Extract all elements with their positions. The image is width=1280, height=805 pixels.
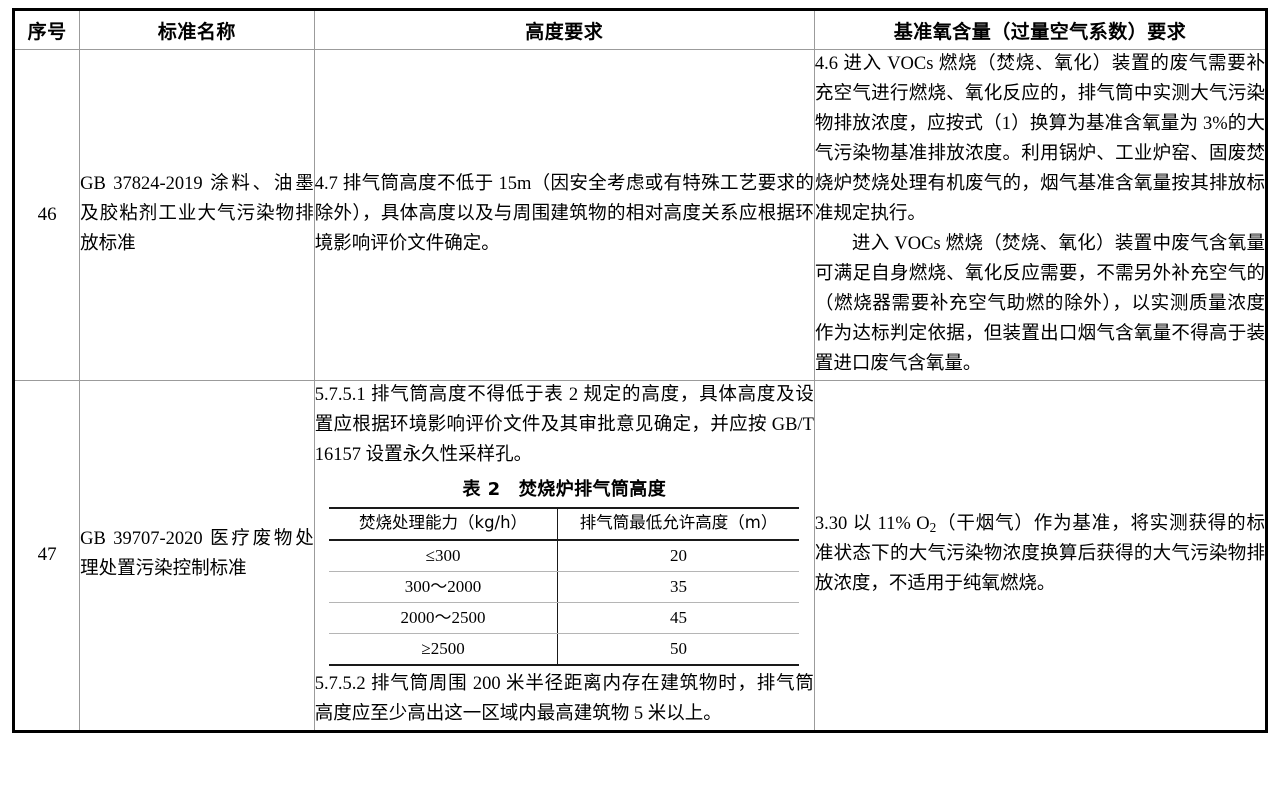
nested-header-row: 焚烧处理能力（kg/h） 排气筒最低允许高度（m） [329, 507, 800, 541]
height-paragraph-before: 5.7.5.1 排气筒高度不得低于表 2 规定的高度，具体高度及设置应根据环境影… [314, 384, 814, 465]
row-height-requirement: 4.7 排气筒高度不低于 15m（因安全考虑或有特殊工艺要求的除外），具体高度以… [313, 49, 815, 381]
incinerator-stack-height-table: 焚烧处理能力（kg/h） 排气筒最低允许高度（m） ≤300 20 300～20… [329, 506, 800, 666]
nested-cell-capacity: 300～2000 [329, 571, 558, 603]
nested-cell-height: 20 [557, 539, 800, 572]
nested-column-header-min-height: 排气筒最低允许高度（m） [557, 507, 800, 541]
nested-table-row: ≥2500 50 [329, 633, 799, 665]
table-row: 47 GB 39707-2020 医疗废物处理处置污染控制标准 5.7.5.1 … [12, 379, 1268, 732]
row-oxygen-requirement: 4.6 进入 VOCs 燃烧（焚烧、氧化）装置的废气需要补充空气进行燃烧、氧化反… [813, 49, 1268, 381]
table-row: 46 GB 37824-2019 涂料、油墨及胶粘剂工业大气污染物排放标准 4.… [12, 49, 1268, 381]
column-header-oxygen-requirement: 基准氧含量（过量空气系数）要求 [813, 9, 1268, 50]
row-oxygen-requirement: 3.30 以 11% O2（干烟气）作为基准，将实测获得的标准状态下的大气污染物… [813, 379, 1268, 732]
document-page: 序号 标准名称 高度要求 基准氧含量（过量空气系数）要求 46 GB 37824… [0, 8, 1280, 805]
table-header-row: 序号 标准名称 高度要求 基准氧含量（过量空气系数）要求 [12, 9, 1268, 50]
height-paragraph-after: 5.7.5.2 排气筒周围 200 米半径距离内存在建筑物时，排气筒高度应至少高… [314, 673, 814, 724]
nested-table-row: ≤300 20 [329, 539, 800, 572]
nested-table-row: 2000～2500 45 [329, 602, 800, 634]
column-header-standard-name: 标准名称 [79, 9, 315, 50]
nested-cell-capacity: ≥2500 [329, 633, 558, 665]
nested-column-header-capacity: 焚烧处理能力（kg/h） [329, 507, 558, 541]
nested-table-caption: 表 2 焚烧炉排气筒高度 [462, 478, 667, 500]
nested-cell-capacity: ≤300 [329, 539, 558, 572]
row-sequence-number: 46 [12, 49, 81, 381]
column-header-seq: 序号 [12, 9, 81, 50]
nested-cell-height: 35 [557, 571, 800, 603]
row-standard-name: GB 37824-2019 涂料、油墨及胶粘剂工业大气污染物排放标准 [79, 49, 315, 381]
nested-table-row: 300～2000 35 [329, 571, 800, 603]
row-standard-name: GB 39707-2020 医疗废物处理处置污染控制标准 [79, 379, 315, 732]
row-sequence-number: 47 [12, 379, 81, 732]
nested-cell-capacity: 2000～2500 [329, 602, 558, 634]
row-height-requirement: 5.7.5.1 排气筒高度不得低于表 2 规定的高度，具体高度及设置应根据环境影… [313, 379, 815, 732]
column-header-height-requirement: 高度要求 [313, 9, 815, 50]
nested-cell-height: 45 [557, 602, 800, 634]
oxygen-paragraph: 3.30 以 11% O2（干烟气）作为基准，将实测获得的标准状态下的大气污染物… [814, 514, 1265, 595]
height-paragraph: 4.7 排气筒高度不低于 15m（因安全考虑或有特殊工艺要求的除外），具体高度以… [314, 173, 814, 254]
standards-table: 序号 标准名称 高度要求 基准氧含量（过量空气系数）要求 46 GB 37824… [12, 8, 1268, 733]
oxygen-paragraph-1: 4.6 进入 VOCs 燃烧（焚烧、氧化）装置的废气需要补充空气进行燃烧、氧化反… [814, 54, 1265, 224]
nested-cell-height: 50 [670, 638, 688, 658]
oxygen-paragraph-2: 进入 VOCs 燃烧（焚烧、氧化）装置中废气含氧量可满足自身燃烧、氧化反应需要，… [814, 233, 1265, 374]
